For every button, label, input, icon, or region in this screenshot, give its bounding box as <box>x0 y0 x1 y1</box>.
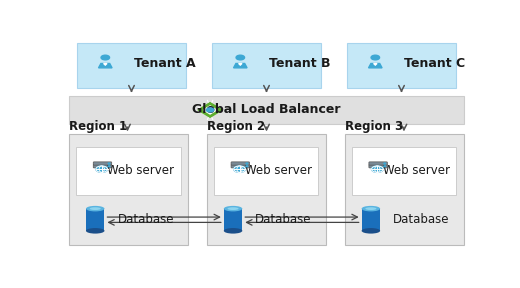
Polygon shape <box>369 63 382 68</box>
Polygon shape <box>233 63 247 68</box>
Bar <box>352 147 457 195</box>
Circle shape <box>108 163 110 164</box>
Bar <box>69 134 188 245</box>
Text: Web server: Web server <box>383 164 450 177</box>
Circle shape <box>384 163 385 164</box>
Ellipse shape <box>227 207 239 210</box>
Circle shape <box>236 55 244 60</box>
Text: Region 3: Region 3 <box>345 120 403 133</box>
Polygon shape <box>203 106 217 114</box>
Ellipse shape <box>86 228 105 234</box>
Circle shape <box>233 166 245 172</box>
Ellipse shape <box>224 206 242 211</box>
Text: Region 2: Region 2 <box>207 120 265 133</box>
Circle shape <box>96 166 108 172</box>
Text: Tenant C: Tenant C <box>404 57 465 70</box>
FancyBboxPatch shape <box>231 165 250 168</box>
Polygon shape <box>239 63 242 65</box>
FancyBboxPatch shape <box>93 165 112 168</box>
Bar <box>76 147 180 195</box>
Bar <box>86 209 105 231</box>
Circle shape <box>108 166 110 167</box>
Ellipse shape <box>86 206 105 211</box>
FancyBboxPatch shape <box>93 162 112 165</box>
Polygon shape <box>103 63 107 65</box>
Text: Database: Database <box>118 213 174 226</box>
Bar <box>224 209 242 231</box>
Bar <box>69 96 464 124</box>
Ellipse shape <box>361 228 380 234</box>
Circle shape <box>206 108 214 112</box>
Text: Global Load Balancer: Global Load Balancer <box>192 103 341 116</box>
Ellipse shape <box>89 207 101 210</box>
Text: Database: Database <box>393 213 450 226</box>
Circle shape <box>246 163 248 164</box>
Circle shape <box>101 55 110 60</box>
FancyBboxPatch shape <box>231 162 250 165</box>
Bar <box>345 134 463 245</box>
Polygon shape <box>198 103 222 117</box>
Circle shape <box>384 166 385 167</box>
FancyBboxPatch shape <box>369 165 387 168</box>
Circle shape <box>246 166 248 167</box>
Circle shape <box>371 55 380 60</box>
Text: Tenant A: Tenant A <box>134 57 195 70</box>
Polygon shape <box>373 63 377 65</box>
FancyBboxPatch shape <box>369 162 387 165</box>
Ellipse shape <box>361 206 380 211</box>
Bar <box>214 147 318 195</box>
Circle shape <box>372 166 383 172</box>
Text: Web server: Web server <box>245 164 313 177</box>
Ellipse shape <box>366 207 376 210</box>
Text: Web server: Web server <box>108 164 175 177</box>
Text: Region 1: Region 1 <box>69 120 127 133</box>
Ellipse shape <box>224 228 242 234</box>
Bar <box>212 43 321 88</box>
Polygon shape <box>98 63 112 68</box>
Text: Tenant B: Tenant B <box>268 57 330 70</box>
Bar <box>347 43 456 88</box>
Bar <box>361 209 380 231</box>
Text: Database: Database <box>255 213 311 226</box>
Bar <box>77 43 186 88</box>
Bar <box>207 134 326 245</box>
